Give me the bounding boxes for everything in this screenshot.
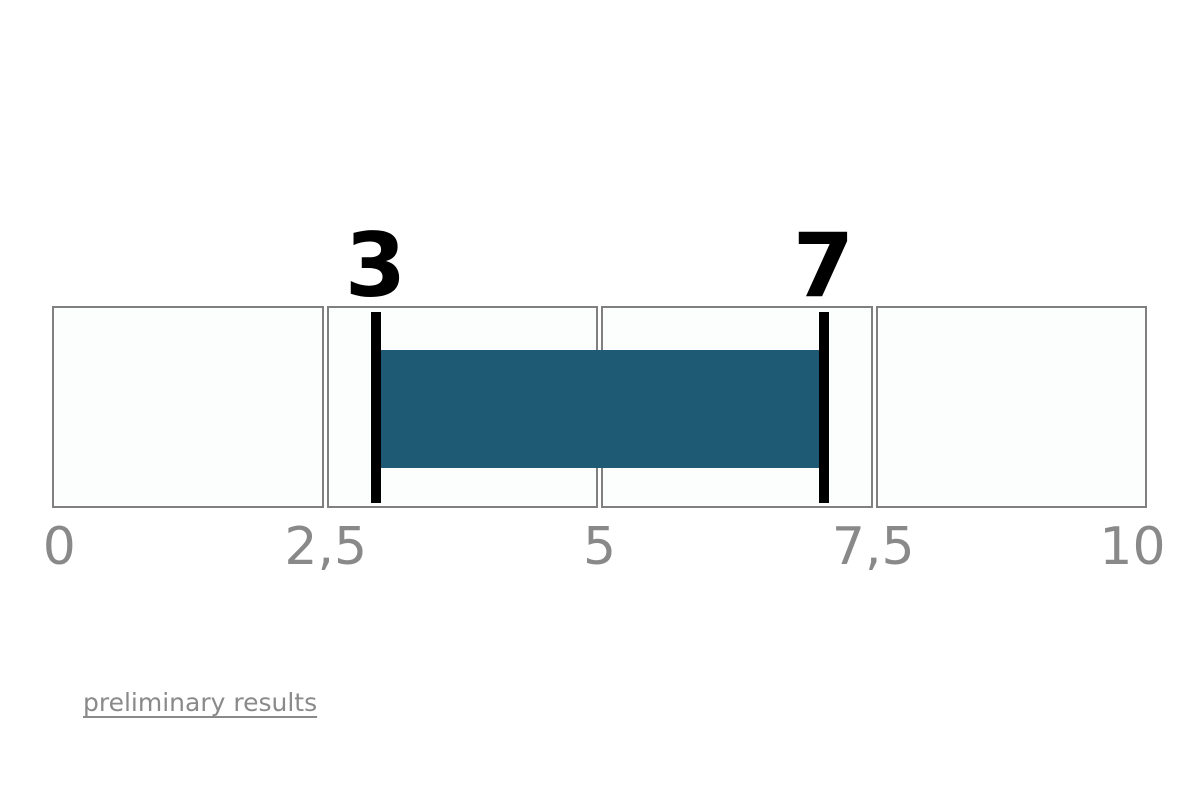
axis-tick-label-10: 10 (1099, 517, 1166, 577)
axis-tick-label-0: 0 (42, 517, 76, 577)
range-end-value: 7 (792, 214, 855, 317)
scale-segment (52, 306, 324, 508)
range-end-marker (818, 312, 829, 503)
preliminary-results-link[interactable]: preliminary results (83, 688, 318, 717)
axis-tick-label-5: 5 (582, 517, 617, 577)
scale-segment (875, 306, 1147, 508)
axis-tick-labels: 0 2,5 5 7,5 10 (43, 517, 1166, 591)
range-start-marker (370, 312, 381, 503)
axis-tick-label-2-5: 2,5 (284, 517, 368, 577)
range-bar (380, 350, 819, 468)
range-start-value: 3 (344, 214, 407, 317)
range-gauge-chart: 3 7 0 2,5 5 7,5 10 (43, 222, 1166, 574)
axis-tick-label-7-5: 7,5 (831, 517, 915, 577)
